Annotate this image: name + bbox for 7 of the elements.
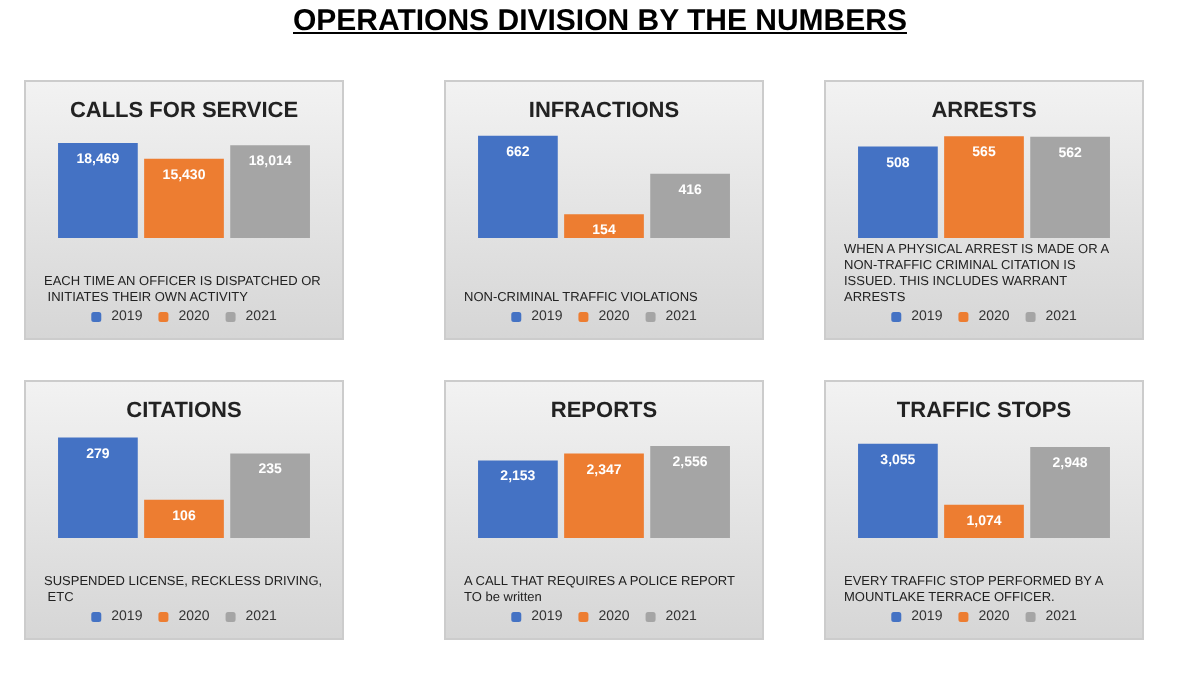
chart-title: INFRACTIONS (528, 99, 680, 123)
text: OPERATIONS DIVISION BY THE NUMBERS (291, 4, 909, 38)
chart-title: REPORTS (550, 399, 658, 423)
chart-title: TRAFFIC STOPS (896, 399, 1072, 423)
chart-title: CALLS FOR SERVICE (69, 99, 299, 123)
chart-title: CITATIONS (126, 399, 242, 423)
chart-title: ARRESTS (931, 99, 1037, 123)
